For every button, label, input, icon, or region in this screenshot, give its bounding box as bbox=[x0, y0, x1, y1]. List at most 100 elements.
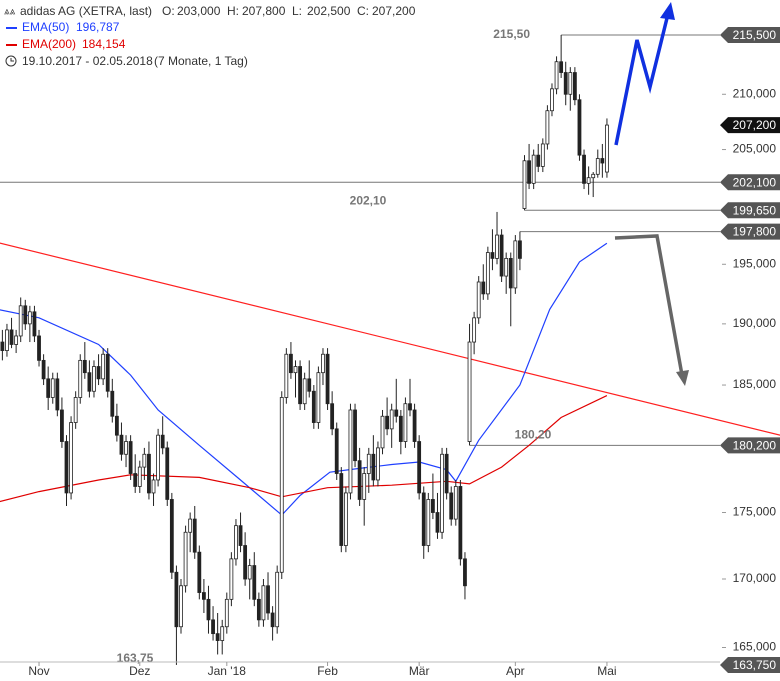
candle-body bbox=[343, 492, 348, 546]
candle-body bbox=[197, 551, 202, 593]
candle-body bbox=[101, 353, 106, 380]
quote-key: C: bbox=[357, 4, 369, 18]
candle-body bbox=[243, 545, 248, 580]
candle-body bbox=[0, 341, 5, 351]
candle-body bbox=[50, 378, 55, 398]
y-tick-label: 195,000 bbox=[733, 256, 777, 270]
candle-body bbox=[284, 353, 289, 398]
candle-body bbox=[321, 353, 325, 374]
level-note: 202,10 bbox=[350, 193, 387, 207]
candle-body bbox=[279, 397, 284, 573]
candle-body bbox=[96, 366, 101, 380]
quote-value: 207,200 bbox=[372, 4, 416, 18]
candle-body bbox=[421, 492, 426, 546]
y-tick-label: 185,000 bbox=[733, 377, 777, 391]
x-tick-label: Jan '18 bbox=[208, 664, 247, 678]
candle-body bbox=[330, 403, 335, 430]
candle-body bbox=[192, 518, 197, 553]
quote-key: L: bbox=[292, 4, 302, 18]
candle-body bbox=[247, 565, 252, 580]
legend-value: 184,154 bbox=[82, 37, 126, 51]
candle-body bbox=[435, 512, 440, 533]
candle-body bbox=[417, 441, 422, 494]
candle-body bbox=[9, 329, 14, 345]
forecast-down-arrow bbox=[614, 234, 684, 376]
candle-body bbox=[156, 434, 161, 481]
candle-body bbox=[78, 359, 83, 398]
candle-body bbox=[188, 518, 193, 533]
candle-body bbox=[357, 460, 362, 500]
candle-body bbox=[211, 619, 215, 635]
candle-body bbox=[527, 160, 531, 184]
candle-body bbox=[325, 353, 330, 405]
last-price-label: 207,200 bbox=[733, 118, 777, 132]
candle-body bbox=[476, 281, 481, 319]
candle-body bbox=[14, 335, 19, 345]
trendline bbox=[0, 242, 780, 436]
quote-value: 202,500 bbox=[307, 4, 351, 18]
candle-body bbox=[69, 422, 73, 494]
level-note: 215,50 bbox=[493, 27, 530, 41]
candle-body bbox=[224, 598, 229, 628]
candle-body bbox=[366, 453, 371, 474]
level-note: 163,75 bbox=[117, 651, 154, 665]
last-price-box bbox=[720, 117, 780, 134]
candle-body bbox=[499, 234, 504, 277]
candle-body bbox=[270, 612, 275, 628]
candle-body bbox=[458, 486, 463, 560]
candle-body bbox=[293, 366, 298, 374]
candle-body bbox=[472, 317, 477, 343]
level-label: 215,500 bbox=[733, 28, 777, 42]
level-label: 199,650 bbox=[733, 203, 777, 217]
candle-body bbox=[32, 311, 37, 337]
candle-body bbox=[467, 341, 472, 442]
candle-body bbox=[568, 72, 573, 95]
candle-body bbox=[275, 571, 280, 628]
candle-body bbox=[408, 403, 412, 411]
candle-body bbox=[18, 305, 23, 337]
candle-body bbox=[128, 441, 133, 474]
x-tick-label: Mär bbox=[409, 664, 430, 678]
level-note: 180,20 bbox=[515, 428, 552, 442]
chart-icon: ⩓⩓ bbox=[4, 7, 16, 18]
x-tick-label: Mai bbox=[597, 664, 616, 678]
candle-body bbox=[105, 353, 110, 392]
candle-body bbox=[463, 558, 467, 587]
candle-body bbox=[376, 447, 380, 481]
candle-body bbox=[119, 434, 124, 455]
candle-body bbox=[563, 72, 568, 95]
candle-body bbox=[124, 441, 128, 455]
candle-body bbox=[160, 434, 165, 449]
y-tick-label: 165,000 bbox=[733, 640, 777, 654]
candle-body bbox=[289, 353, 293, 374]
candle-body bbox=[339, 473, 344, 546]
period: (7 Monate, 1 Tag) bbox=[154, 54, 248, 68]
candle-body bbox=[403, 403, 408, 442]
candle-body bbox=[252, 565, 257, 600]
candle-body bbox=[234, 525, 238, 560]
ema-line bbox=[0, 395, 608, 503]
candle-body bbox=[114, 415, 119, 436]
y-tick-label: 190,000 bbox=[733, 316, 777, 330]
candle-body bbox=[147, 453, 151, 494]
candle-body bbox=[490, 252, 495, 259]
candle-body bbox=[385, 415, 390, 430]
candle-body bbox=[151, 479, 156, 494]
level-label: 163,750 bbox=[733, 658, 777, 672]
candle-body bbox=[55, 378, 60, 411]
y-tick-label: 175,000 bbox=[733, 505, 777, 519]
candle-body bbox=[179, 585, 183, 628]
candle-body bbox=[165, 447, 170, 500]
candle-body bbox=[531, 154, 536, 184]
candle-body bbox=[394, 409, 399, 417]
candle-body bbox=[142, 453, 147, 468]
date-range: 19.10.2017 - 02.05.2018 bbox=[22, 54, 153, 68]
x-tick-label: Dez bbox=[129, 664, 150, 678]
clock-icon bbox=[5, 55, 17, 67]
legend-name: EMA(200) bbox=[22, 37, 76, 51]
level-label: 180,200 bbox=[733, 439, 777, 453]
candle-body bbox=[444, 453, 449, 494]
x-tick-label: Apr bbox=[506, 664, 525, 678]
candle-body bbox=[334, 428, 339, 474]
